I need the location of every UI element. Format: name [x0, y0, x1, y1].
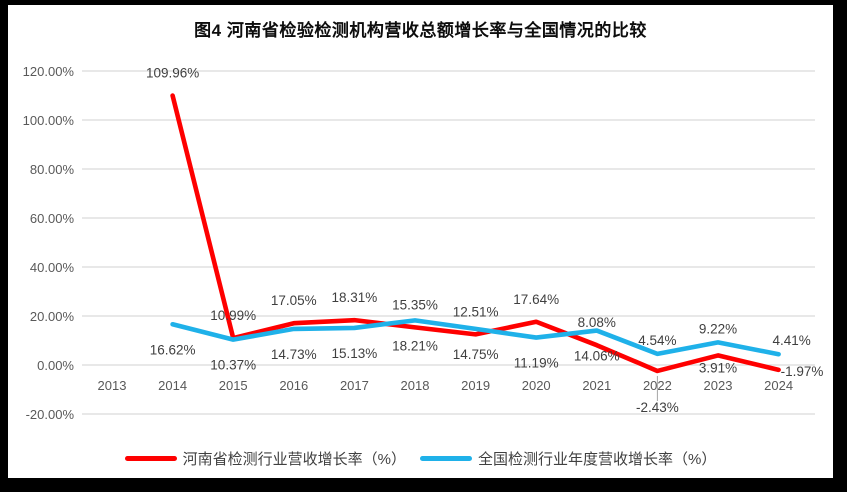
data-label: 17.05% [271, 293, 317, 308]
x-tick-label: 2020 [522, 378, 551, 393]
x-tick-label: 2022 [643, 378, 672, 393]
x-tick-label: 2014 [158, 378, 187, 393]
data-label: 8.08% [578, 315, 616, 330]
series-line-henan [170, 93, 781, 374]
y-tick-label: 100.00% [23, 113, 75, 128]
x-tick-label: 2015 [219, 378, 248, 393]
chart-title: 图4 河南省检验检测机构营收总额增长率与全国情况的比较 [194, 21, 647, 40]
x-tick-label: 2021 [582, 378, 611, 393]
data-label: 109.96% [146, 66, 199, 81]
y-tick-label: 40.00% [30, 260, 75, 275]
data-label: 14.06% [574, 349, 620, 364]
chart-legend: 河南省检测行业营收增长率（%） 全国检测行业年度营收增长率（%） [8, 446, 833, 470]
legend-line-national-icon [420, 455, 472, 461]
x-tick-label: 2019 [461, 378, 490, 393]
data-label: 3.91% [699, 360, 737, 375]
legend-line-henan-icon [124, 455, 177, 461]
data-label: 12.51% [453, 304, 499, 319]
line-chart: 120.00% 100.00% 80.00% 60.00% 40.00% 20.00% 0.… [23, 64, 824, 422]
y-tick-label: 120.00% [23, 64, 75, 79]
data-label: 9.22% [699, 321, 737, 336]
legend-label-henan: 河南省检测行业营收增长率（%） [182, 450, 406, 468]
x-tick-label: 2018 [401, 378, 430, 393]
data-label: 14.75% [453, 347, 499, 362]
data-label: 15.35% [392, 297, 438, 312]
y-tick-label: 20.00% [30, 309, 75, 324]
y-tick-label: 60.00% [30, 211, 75, 226]
chart-card: 图4 河南省检验检测机构营收总额增长率与全国情况的比较 120.00% 100.0… [8, 5, 833, 478]
legend-item-national: 全国检测行业年度营收增长率（%） [420, 448, 716, 469]
data-label: 15.13% [332, 346, 378, 361]
data-label: 4.54% [638, 333, 676, 348]
data-label: -1.97% [781, 364, 824, 379]
data-label: -2.43% [636, 400, 679, 415]
y-tick-label: 80.00% [30, 162, 75, 177]
data-label: 11.19% [514, 356, 559, 371]
legend-label-national: 全国检测行业年度营收增长率（%） [478, 450, 717, 468]
data-label: 10.37% [210, 358, 256, 373]
legend-item-henan: 河南省检测行业营收增长率（%） [124, 448, 406, 469]
x-tick-label: 2013 [98, 378, 127, 393]
data-label: 16.62% [150, 342, 196, 357]
data-label: 17.64% [513, 292, 559, 307]
series-line-national [170, 318, 781, 357]
x-tick-label: 2016 [279, 378, 308, 393]
x-tick-label: 2024 [764, 378, 793, 393]
data-label: 4.41% [772, 333, 810, 348]
y-tick-label: -20.00% [26, 407, 75, 422]
data-label: 14.73% [271, 347, 317, 362]
data-label: 10.99% [210, 308, 256, 323]
x-tick-label: 2023 [704, 378, 733, 393]
data-label: 18.21% [392, 338, 438, 353]
y-tick-label: 0.00% [37, 358, 74, 373]
x-tick-label: 2017 [340, 378, 369, 393]
data-label: 18.31% [332, 290, 378, 305]
